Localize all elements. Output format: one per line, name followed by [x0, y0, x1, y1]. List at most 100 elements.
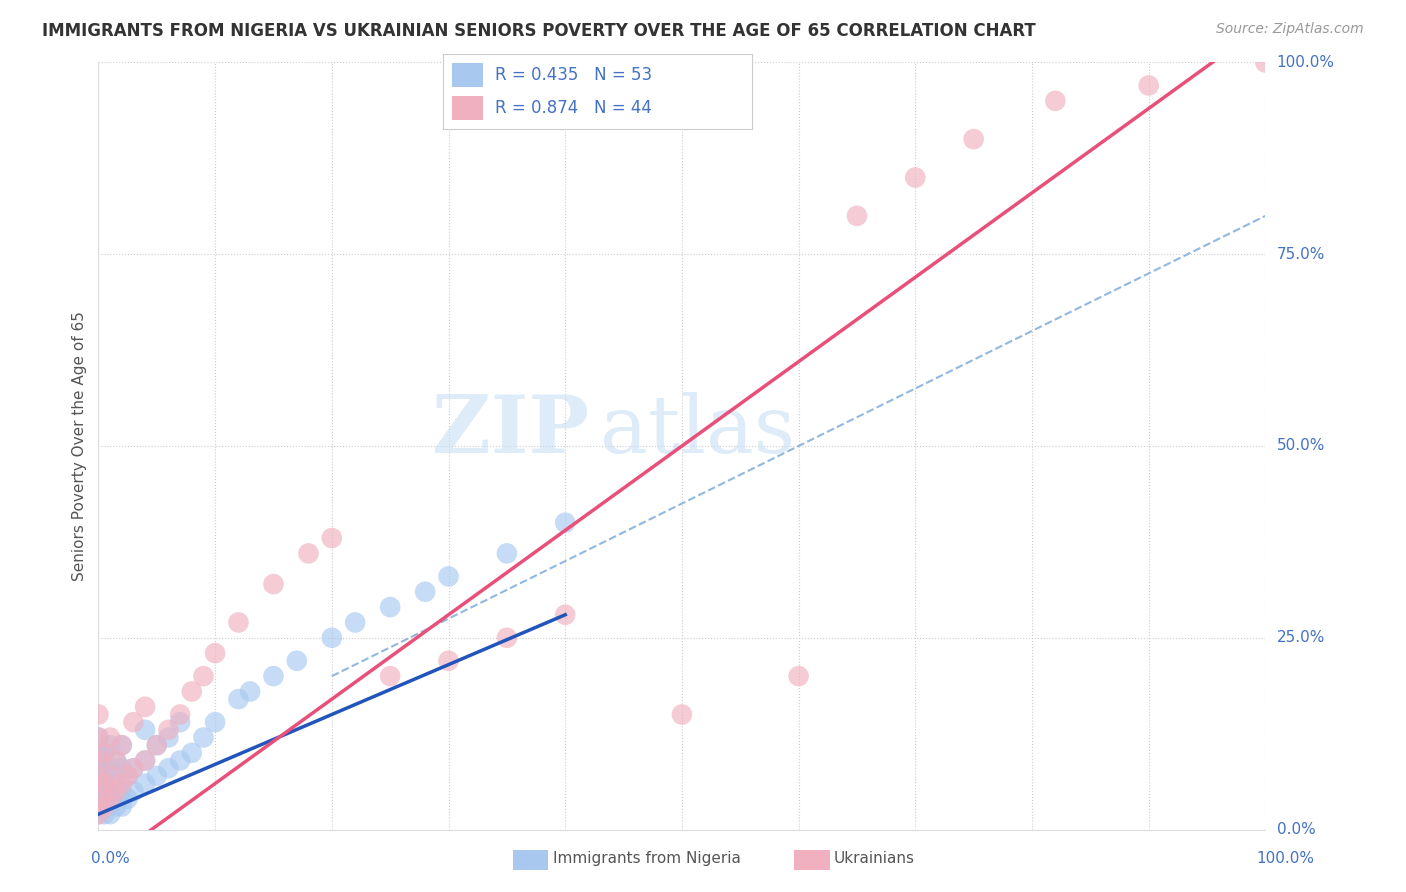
- Point: [180, 746, 202, 760]
- Point: [134, 754, 156, 768]
- Point: [87, 754, 110, 768]
- Text: 25.0%: 25.0%: [1277, 631, 1324, 645]
- Point: [169, 707, 191, 722]
- Point: [321, 531, 343, 545]
- Point: [496, 631, 519, 645]
- Point: [380, 600, 402, 615]
- Point: [98, 807, 121, 822]
- Point: [437, 569, 460, 583]
- Text: atlas: atlas: [600, 392, 796, 470]
- Bar: [453, 62, 484, 87]
- Point: [134, 776, 156, 790]
- Point: [297, 546, 319, 560]
- Point: [193, 731, 215, 745]
- Point: [93, 746, 115, 760]
- Point: [111, 799, 134, 814]
- Point: [239, 684, 262, 698]
- Point: [1045, 94, 1067, 108]
- Point: [93, 776, 115, 790]
- Text: 100.0%: 100.0%: [1277, 55, 1334, 70]
- Bar: [453, 96, 484, 120]
- Text: 75.0%: 75.0%: [1277, 247, 1324, 261]
- Point: [87, 776, 110, 790]
- Point: [98, 738, 121, 752]
- Y-axis label: Seniors Poverty Over the Age of 65: Seniors Poverty Over the Age of 65: [72, 311, 87, 581]
- Point: [98, 761, 121, 775]
- Point: [180, 684, 202, 698]
- Point: [87, 769, 110, 783]
- Point: [846, 209, 869, 223]
- Point: [117, 792, 139, 806]
- Point: [122, 715, 145, 730]
- Text: 50.0%: 50.0%: [1277, 439, 1324, 453]
- Point: [122, 761, 145, 775]
- Point: [321, 631, 343, 645]
- Text: R = 0.435   N = 53: R = 0.435 N = 53: [495, 66, 652, 84]
- Point: [93, 799, 115, 814]
- Text: ZIP: ZIP: [432, 392, 589, 470]
- Point: [146, 738, 169, 752]
- Point: [104, 776, 127, 790]
- Point: [344, 615, 367, 630]
- Point: [111, 738, 134, 752]
- Point: [122, 761, 145, 775]
- Point: [87, 707, 110, 722]
- Point: [380, 669, 402, 683]
- Point: [104, 754, 127, 768]
- Text: Ukrainians: Ukrainians: [834, 851, 915, 865]
- Point: [87, 807, 110, 822]
- Point: [111, 761, 134, 775]
- Point: [904, 170, 927, 185]
- Point: [111, 738, 134, 752]
- Text: IMMIGRANTS FROM NIGERIA VS UKRAINIAN SENIORS POVERTY OVER THE AGE OF 65 CORRELAT: IMMIGRANTS FROM NIGERIA VS UKRAINIAN SEN…: [42, 22, 1036, 40]
- Point: [93, 807, 115, 822]
- Text: 100.0%: 100.0%: [1257, 851, 1315, 865]
- Point: [262, 669, 284, 683]
- Text: R = 0.874   N = 44: R = 0.874 N = 44: [495, 99, 652, 117]
- Point: [111, 776, 134, 790]
- Point: [228, 692, 250, 706]
- Point: [87, 784, 110, 798]
- Point: [98, 776, 121, 790]
- Point: [98, 792, 121, 806]
- Point: [93, 792, 115, 806]
- Point: [104, 799, 127, 814]
- Point: [98, 731, 121, 745]
- Point: [111, 784, 134, 798]
- Point: [87, 731, 110, 745]
- Point: [1254, 55, 1277, 70]
- Point: [87, 761, 110, 775]
- Point: [496, 546, 519, 560]
- Point: [98, 769, 121, 783]
- Point: [104, 754, 127, 768]
- Point: [87, 769, 110, 783]
- Text: 0.0%: 0.0%: [1277, 822, 1315, 837]
- Point: [134, 754, 156, 768]
- Point: [204, 715, 226, 730]
- Point: [87, 754, 110, 768]
- Point: [193, 669, 215, 683]
- Point: [134, 723, 156, 737]
- Point: [671, 707, 693, 722]
- Text: Source: ZipAtlas.com: Source: ZipAtlas.com: [1216, 22, 1364, 37]
- Point: [962, 132, 984, 146]
- Point: [117, 769, 139, 783]
- Point: [87, 799, 110, 814]
- Point: [87, 746, 110, 760]
- Point: [134, 699, 156, 714]
- Point: [554, 516, 576, 530]
- Point: [437, 654, 460, 668]
- Point: [98, 792, 121, 806]
- Point: [157, 723, 180, 737]
- Point: [157, 761, 180, 775]
- Point: [117, 769, 139, 783]
- Point: [93, 769, 115, 783]
- Point: [787, 669, 810, 683]
- Text: 0.0%: 0.0%: [91, 851, 131, 865]
- Point: [87, 731, 110, 745]
- Point: [1137, 78, 1160, 93]
- Point: [146, 769, 169, 783]
- Point: [87, 792, 110, 806]
- Point: [554, 607, 576, 622]
- Point: [285, 654, 308, 668]
